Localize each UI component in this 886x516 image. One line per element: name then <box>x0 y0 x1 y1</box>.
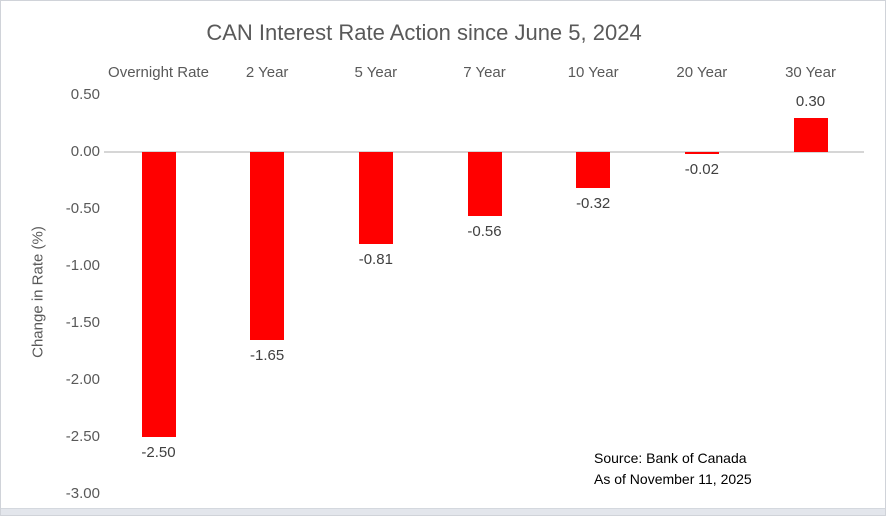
y-tick-label: -1.00 <box>65 257 100 274</box>
source-line: Source: Bank of Canada <box>594 450 747 466</box>
chart-title: CAN Interest Rate Action since June 5, 2… <box>206 20 642 45</box>
bar <box>250 152 285 340</box>
y-tick-label: -1.50 <box>65 314 100 331</box>
bar-value-label: -1.65 <box>250 347 285 364</box>
bar <box>467 152 502 216</box>
category-label: 20 Year <box>676 64 728 81</box>
category-label: 7 Year <box>463 64 506 81</box>
bottom-strip <box>1 508 885 515</box>
bar-value-label: -0.32 <box>576 195 611 212</box>
y-tick-label: -2.50 <box>65 428 100 445</box>
category-label: 5 Year <box>354 64 398 81</box>
category-label: Overnight Rate <box>108 64 209 81</box>
y-tick-label: -2.00 <box>65 371 100 388</box>
category-label: 30 Year <box>785 64 836 81</box>
category-label: 2 Year <box>245 64 289 81</box>
bar-value-label: 0.30 <box>795 93 826 110</box>
bar <box>793 118 828 152</box>
y-tick-label: 0.50 <box>70 86 100 103</box>
source-note: Source: Bank of Canada As of November 11… <box>594 448 752 490</box>
bar <box>684 152 719 154</box>
bar-value-label: -0.02 <box>684 161 719 178</box>
category-label: 10 Year <box>567 64 619 81</box>
bar <box>141 152 176 437</box>
y-axis-title: Change in Rate (%) <box>29 226 47 358</box>
y-tick-label: -0.50 <box>65 200 100 217</box>
bar <box>358 152 393 244</box>
y-tick-label: -3.00 <box>65 485 100 502</box>
bar-value-label: -2.50 <box>141 444 176 461</box>
as-of-line: As of November 11, 2025 <box>594 471 752 487</box>
y-tick-label: 0.00 <box>70 143 100 160</box>
bar-value-label: -0.81 <box>358 251 393 268</box>
bar-value-label: -0.56 <box>467 223 502 240</box>
bar <box>576 152 611 188</box>
